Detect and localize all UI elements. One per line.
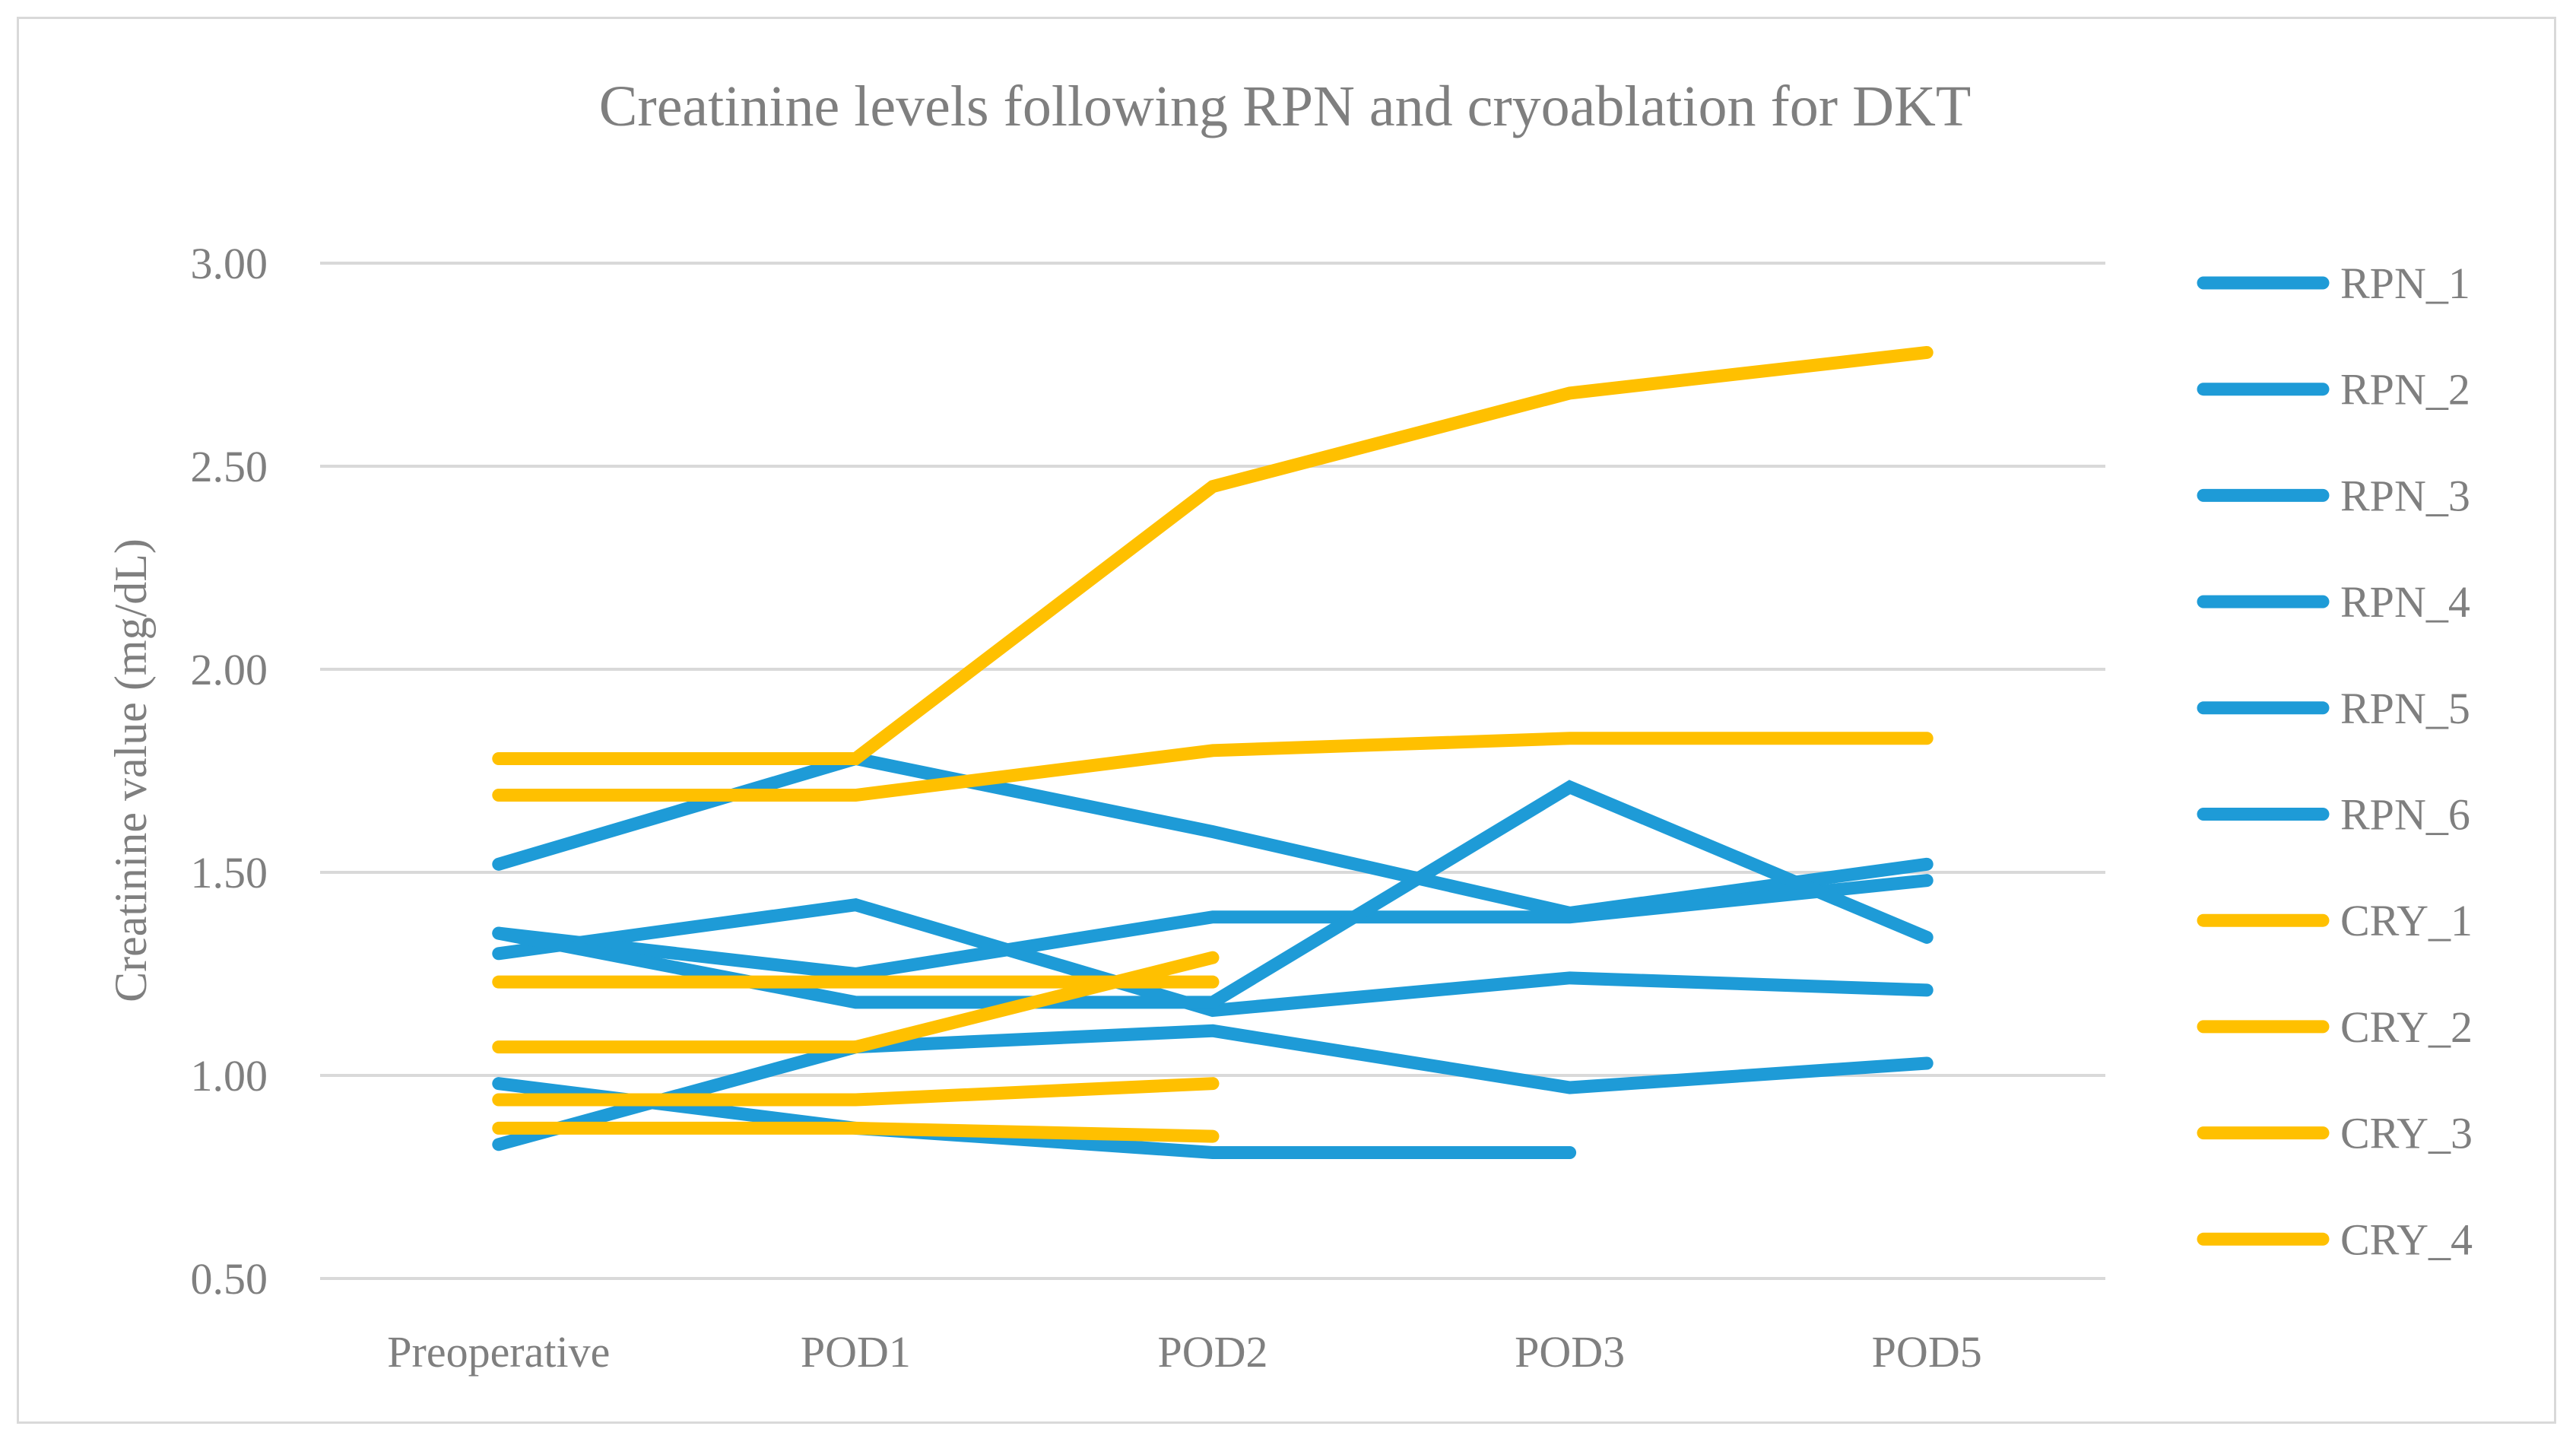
y-tick-label: 2.50 xyxy=(191,442,268,491)
series-line-cry-1 xyxy=(492,345,1934,765)
x-tick-label: Preoperative xyxy=(387,1327,610,1377)
chart-frame xyxy=(17,17,2556,1424)
y-tick-label: 1.50 xyxy=(191,848,268,897)
legend-item: CRY_2 xyxy=(2197,1002,2473,1052)
series-line-cry-2 xyxy=(492,732,1934,802)
legend-label: RPN_1 xyxy=(2340,259,2470,308)
legend-item: RPN_2 xyxy=(2197,365,2470,414)
series-line-rpn-1 xyxy=(492,751,1934,920)
legend-label: RPN_5 xyxy=(2340,684,2470,733)
legend-item: CRY_4 xyxy=(2197,1215,2473,1264)
legend-item: CRY_1 xyxy=(2197,896,2473,945)
legend-item: RPN_4 xyxy=(2197,577,2470,627)
y-tick-labels: 0.50 1.00 1.50 2.00 2.50 3.00 xyxy=(191,239,268,1304)
legend: RPN_1 RPN_2 RPN_3 RPN_4 RPN_5 RPN_6 CRY_1 CRY_2… xyxy=(2197,259,2473,1264)
legend-item: RPN_6 xyxy=(2197,790,2470,840)
x-tick-label: POD5 xyxy=(1872,1327,1982,1377)
legend-label: CRY_4 xyxy=(2340,1215,2473,1264)
series-line-rpn-3 xyxy=(492,874,1934,981)
series-lines xyxy=(492,345,1934,1159)
series-line-rpn-2 xyxy=(492,898,1934,1018)
x-tick-label: POD2 xyxy=(1157,1327,1267,1377)
series-line-cry-4 xyxy=(492,951,1220,1054)
legend-label: RPN_3 xyxy=(2340,471,2470,520)
legend-item: RPN_5 xyxy=(2197,684,2470,733)
y-axis-label: Creatinine value (mg/dL) xyxy=(106,538,156,1002)
legend-item: RPN_3 xyxy=(2197,471,2470,520)
y-tick-label: 0.50 xyxy=(191,1254,268,1304)
legend-item: RPN_1 xyxy=(2197,259,2470,308)
legend-label: RPN_4 xyxy=(2340,577,2470,627)
x-tick-label: POD3 xyxy=(1515,1327,1625,1377)
legend-label: RPN_2 xyxy=(2340,365,2470,414)
legend-label: CRY_2 xyxy=(2340,1002,2473,1052)
series-line-cry xyxy=(492,1077,1220,1107)
legend-label: RPN_6 xyxy=(2340,790,2470,840)
series-line-rpn-5 xyxy=(492,1024,1934,1151)
y-tick-label: 2.00 xyxy=(191,645,268,694)
legend-item: CRY_3 xyxy=(2197,1109,2473,1158)
y-tick-label: 1.00 xyxy=(191,1051,268,1101)
x-tick-label: POD1 xyxy=(801,1327,911,1377)
series-line-cry xyxy=(492,1121,1220,1143)
legend-label: CRY_1 xyxy=(2340,896,2473,945)
legend-label: CRY_3 xyxy=(2340,1109,2473,1158)
chart-title: Creatinine levels following RPN and cryo… xyxy=(599,75,1972,138)
y-tick-label: 3.00 xyxy=(191,239,268,288)
x-tick-labels: Preoperative POD1 POD2 POD3 POD5 xyxy=(387,1327,1981,1377)
